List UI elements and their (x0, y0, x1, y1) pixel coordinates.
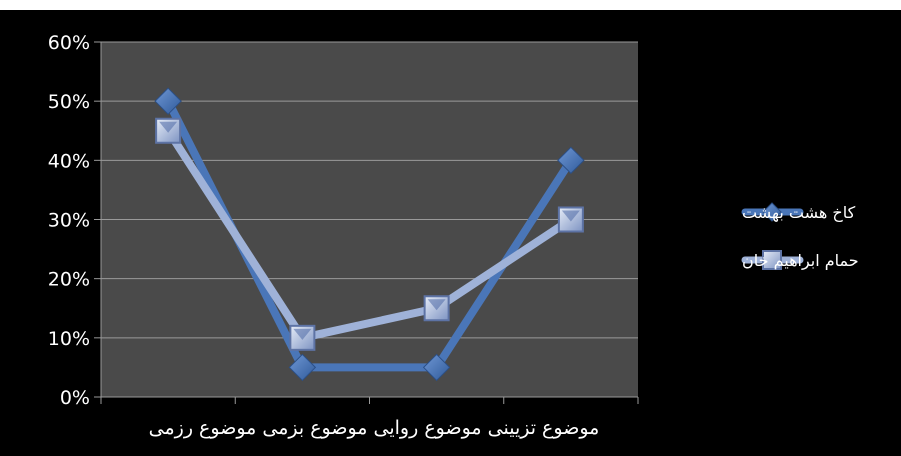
series-2 (155, 117, 584, 351)
square-marker-shade (293, 328, 312, 340)
y-tick-label: 60% (48, 32, 90, 54)
data-point (289, 324, 316, 351)
axes (100, 42, 639, 404)
square-marker-shade (561, 210, 580, 222)
x-tick-labels-line: موضوع تزیینی موضوع روایی موضوع بزمی موضو… (149, 417, 600, 439)
line-chart: 0% 10% 20% 30% 40% 50% 60% موضوع تزیینی موضوع … (48, 32, 859, 439)
legend-square-marker (762, 250, 782, 270)
y-tick-label: 20% (48, 269, 90, 291)
data-point (154, 87, 182, 115)
x-tick-label: موضوع روایی (367, 417, 481, 439)
x-tick-label: موضوع رزمی (149, 417, 257, 439)
data-point (288, 353, 317, 382)
x-tick-label: موضوع بزمی (256, 417, 367, 439)
square-marker-shade (427, 299, 446, 311)
y-tick-label: 50% (48, 91, 90, 113)
x-tick-label: موضوع تزیینی (482, 417, 600, 439)
y-tick-label: 40% (48, 150, 90, 172)
legend-item: حمام ابراهیم خان (741, 250, 859, 271)
legend-label: حمام ابراهیم خان (742, 251, 859, 271)
data-point (155, 117, 182, 144)
chart-frame: 0% 10% 20% 30% 40% 50% 60% موضوع تزیینی موضوع … (0, 10, 901, 456)
x-axis-tick-labels: موضوع تزیینی موضوع روایی موضوع بزمی موضو… (149, 417, 600, 439)
data-point (557, 146, 585, 175)
legend-diamond-marker (762, 202, 782, 222)
y-tick-label: 10% (48, 328, 90, 350)
series-line (164, 126, 575, 342)
data-point (422, 353, 451, 382)
y-axis-tick-labels: 0% 10% 20% 30% 40% 50% 60% (48, 32, 90, 409)
legend-item: کاخ هشت بهشت (741, 202, 856, 223)
y-tick-label: 30% (48, 210, 90, 232)
data-point (557, 206, 584, 233)
legend-label: کاخ هشت بهشت (742, 203, 856, 223)
square-marker-shade (159, 121, 178, 133)
data-point (423, 295, 450, 322)
y-tick-label: 0% (60, 387, 90, 409)
series-layer (154, 87, 585, 382)
legend: کاخ هشت بهشت حمام ابراهیم خان (741, 202, 859, 271)
